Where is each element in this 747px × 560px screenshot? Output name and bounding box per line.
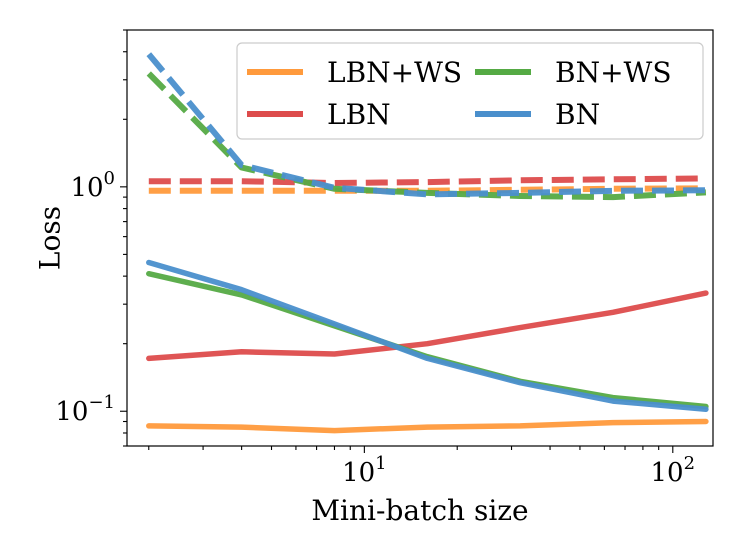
y-tick-label: 100	[70, 168, 115, 203]
y-axis-label: Loss	[34, 206, 67, 270]
legend: LBN+WS BN+WS LBN BN	[236, 42, 704, 140]
y-tick-label: 10−1	[55, 392, 115, 427]
legend-label: LBN+WS	[327, 56, 462, 89]
legend-label: BN+WS	[555, 56, 672, 89]
series-line-bn-solid	[146, 259, 709, 413]
x-tick-label: 101	[342, 453, 387, 488]
series-line-lbn-ws-solid	[146, 418, 709, 434]
x-tick-label: 102	[651, 453, 696, 488]
x-axis-label: Mini-batch size	[311, 494, 528, 527]
series-line-lbn-dashed	[148, 175, 706, 186]
series-line-bn-dashed	[146, 52, 706, 198]
y-axis: 100 10−1	[55, 29, 127, 447]
legend-box	[236, 42, 704, 140]
plot-frame	[126, 29, 714, 447]
series-line-bn-ws-solid	[146, 270, 709, 410]
x-axis: 101 102	[148, 446, 696, 488]
legend-label: LBN	[327, 98, 391, 131]
series-line-lbn-solid	[146, 290, 709, 362]
legend-label: BN	[555, 98, 600, 131]
plot-area	[146, 52, 709, 434]
